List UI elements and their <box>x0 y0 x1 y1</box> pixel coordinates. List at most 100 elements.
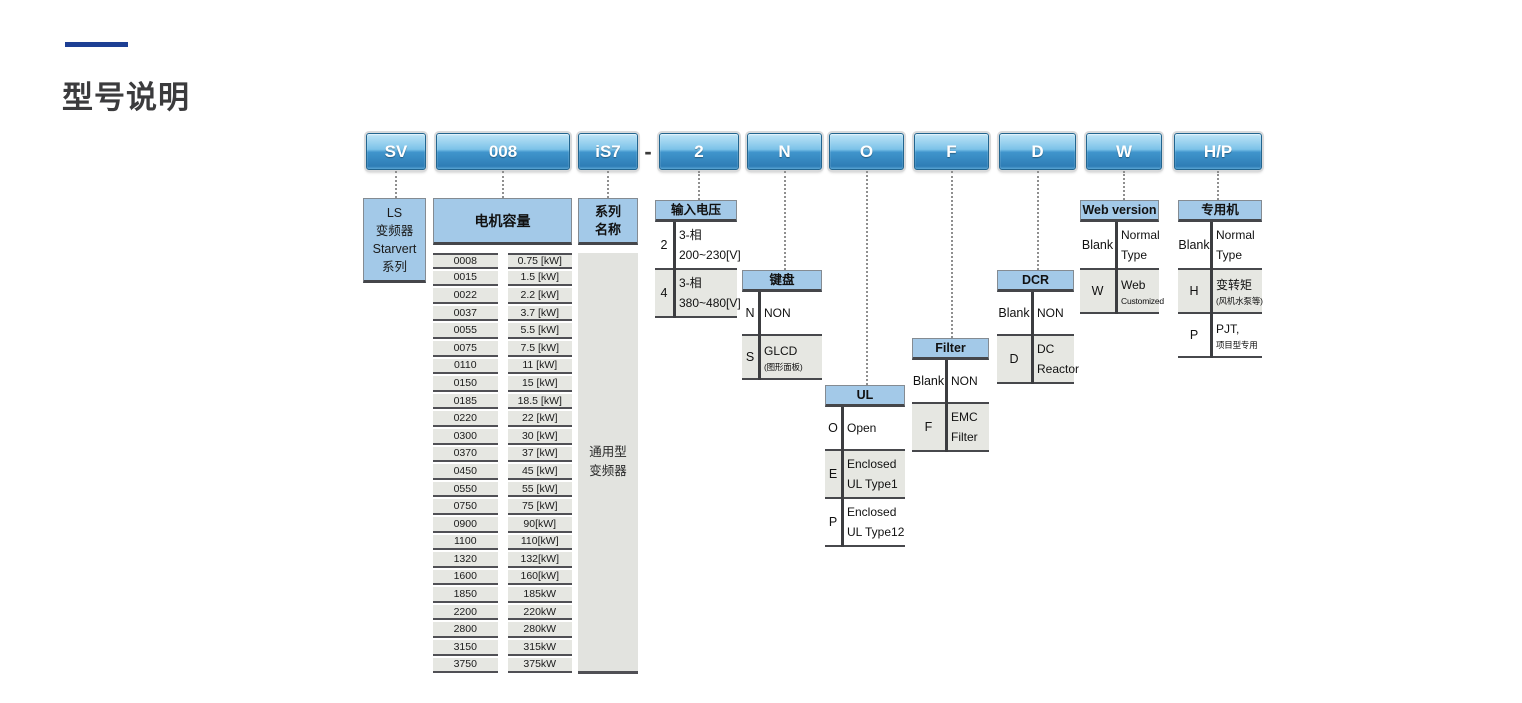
option-code: 2 <box>660 238 668 252</box>
motor-code-cell: 0300 <box>433 428 498 445</box>
input-voltage-header: 输入电压 <box>655 200 737 222</box>
motor-value-cell: 0.75 [kW] <box>507 253 572 269</box>
model-segment-voltage: 2 <box>659 133 739 170</box>
motor-value-cell: 3.7 [kW] <box>507 305 572 322</box>
option-code: S <box>745 350 755 364</box>
ul-header: UL <box>825 385 905 407</box>
motor-capacity-row: 0300 30 [kW] <box>433 428 572 445</box>
option-description-line: Type <box>1121 248 1148 262</box>
model-segment-hp: H/P <box>1174 133 1262 170</box>
connector-line-008 <box>502 171 504 198</box>
connector-line-sv <box>395 171 397 198</box>
motor-value-cell: 22 [kW] <box>507 411 572 427</box>
motor-capacity-row: 0750 75 [kW] <box>433 499 572 515</box>
option-description-line: NON <box>951 374 978 388</box>
model-segment-ul: O <box>829 133 904 170</box>
motor-capacity-table: 0008 0.75 [kW] 0015 1.5 [kW] 0022 2.2 [kW] 003… <box>433 253 572 675</box>
option-row: Blank Normal Type <box>1178 222 1262 270</box>
series-brand-box: LS 变频器 Starvert 系列 <box>363 198 426 283</box>
option-row: W Web Customized <box>1080 270 1164 314</box>
model-segment-is7: iS7 <box>578 133 638 170</box>
model-code-separator: - <box>644 138 652 164</box>
motor-code-cell: 0220 <box>433 411 498 427</box>
option-description-line: UL Type12 <box>847 525 905 539</box>
option-description: NON <box>1031 292 1074 334</box>
option-description: Normal Type <box>1115 222 1161 268</box>
motor-code-cell: 0022 <box>433 288 498 304</box>
ul-section: UL O Open E Enclosed UL Type1 P Enclosed UL Typ… <box>825 385 905 547</box>
option-description-line: (风机水泵等) <box>1216 296 1263 306</box>
motor-value-cell: 220kW <box>507 604 572 621</box>
option-description-line: (图形面板) <box>764 362 803 372</box>
option-code: D <box>1009 352 1019 366</box>
connector-line-dcr <box>1037 171 1039 270</box>
motor-code-cell: 0075 <box>433 340 498 357</box>
motor-code-cell: 0110 <box>433 358 498 375</box>
motor-capacity-row: 0015 1.5 [kW] <box>433 270 572 287</box>
series-name-value: 通用型 变频器 <box>578 253 638 674</box>
connector-line-keypad <box>784 171 786 270</box>
option-description-line: DC <box>1037 342 1055 356</box>
option-description-line: 3-相 <box>679 228 702 242</box>
motor-capacity-row: 0075 7.5 [kW] <box>433 340 572 357</box>
motor-code-cell: 0370 <box>433 446 498 463</box>
motor-value-cell: 18.5 [kW] <box>507 393 572 410</box>
filter-section: Filter Blank NON F EMC Filter <box>912 338 989 452</box>
keypad-section: 键盘 N NON S GLCD (图形面板) <box>742 270 822 380</box>
option-code: N <box>745 306 755 320</box>
motor-capacity-row: 0110 11 [kW] <box>433 358 572 375</box>
option-description: Normal Type <box>1210 222 1262 268</box>
option-row: E Enclosed UL Type1 <box>825 451 905 499</box>
web-version-options: Blank Normal Type W Web Customized <box>1080 222 1164 314</box>
option-code: Blank <box>1081 238 1114 252</box>
motor-capacity-row: 0150 15 [kW] <box>433 376 572 392</box>
motor-value-cell: 280kW <box>507 622 572 639</box>
option-code: P <box>828 515 838 529</box>
option-code: O <box>828 421 838 435</box>
option-description-line: Web <box>1121 278 1146 292</box>
page-title: 型号说明 <box>62 80 190 115</box>
option-code: E <box>828 467 838 481</box>
dedicated-machine-options: Blank Normal Type H 变转矩 (风机水泵等) P PJT, 项目型专用 <box>1178 222 1264 358</box>
motor-code-cell: 1100 <box>433 534 498 551</box>
motor-value-cell: 55 [kW] <box>507 481 572 498</box>
option-description: 变转矩 (风机水泵等) <box>1210 270 1264 312</box>
option-row: O Open <box>825 407 905 451</box>
motor-value-cell: 37 [kW] <box>507 446 572 463</box>
motor-value-cell: 1.5 [kW] <box>507 270 572 287</box>
option-description-line: NON <box>1037 306 1064 320</box>
motor-capacity-row: 3150 315kW <box>433 640 572 656</box>
option-description-line: Type <box>1216 248 1243 262</box>
motor-value-cell: 185kW <box>507 587 572 603</box>
option-description-line: 变转矩 <box>1216 278 1253 292</box>
option-code: W <box>1091 284 1104 298</box>
motor-capacity-row: 2200 220kW <box>433 604 572 621</box>
motor-code-cell: 0550 <box>433 481 498 498</box>
motor-code-cell: 0750 <box>433 499 498 515</box>
motor-code-cell: 0055 <box>433 323 498 339</box>
option-row: Blank Normal Type <box>1080 222 1161 270</box>
option-description: 3-相 380~480[V] <box>673 270 742 316</box>
motor-code-cell: 3150 <box>433 640 498 656</box>
motor-capacity-row: 0220 22 [kW] <box>433 411 572 427</box>
motor-value-cell: 7.5 [kW] <box>507 340 572 357</box>
option-code: Blank <box>912 374 945 388</box>
series-brand-line: 变频器 <box>375 223 414 238</box>
option-row: D DC Reactor <box>997 336 1079 384</box>
option-description-line: Normal <box>1216 228 1255 242</box>
option-code: P <box>1189 328 1199 342</box>
option-description-line: Customized <box>1121 296 1164 306</box>
option-code: H <box>1189 284 1199 298</box>
motor-code-cell: 0015 <box>433 270 498 287</box>
option-description-line: Enclosed <box>847 457 897 471</box>
motor-capacity-row: 3750 375kW <box>433 657 572 674</box>
option-row: 4 3-相 380~480[V] <box>655 270 741 318</box>
connector-line-ul <box>866 171 868 385</box>
motor-code-cell: 0008 <box>433 253 498 269</box>
option-row: P Enclosed UL Type12 <box>825 499 905 547</box>
option-row: Blank NON <box>912 360 989 404</box>
option-description: NON <box>945 360 989 402</box>
option-description-line: Enclosed <box>847 505 897 519</box>
motor-value-cell: 11 [kW] <box>507 358 572 375</box>
